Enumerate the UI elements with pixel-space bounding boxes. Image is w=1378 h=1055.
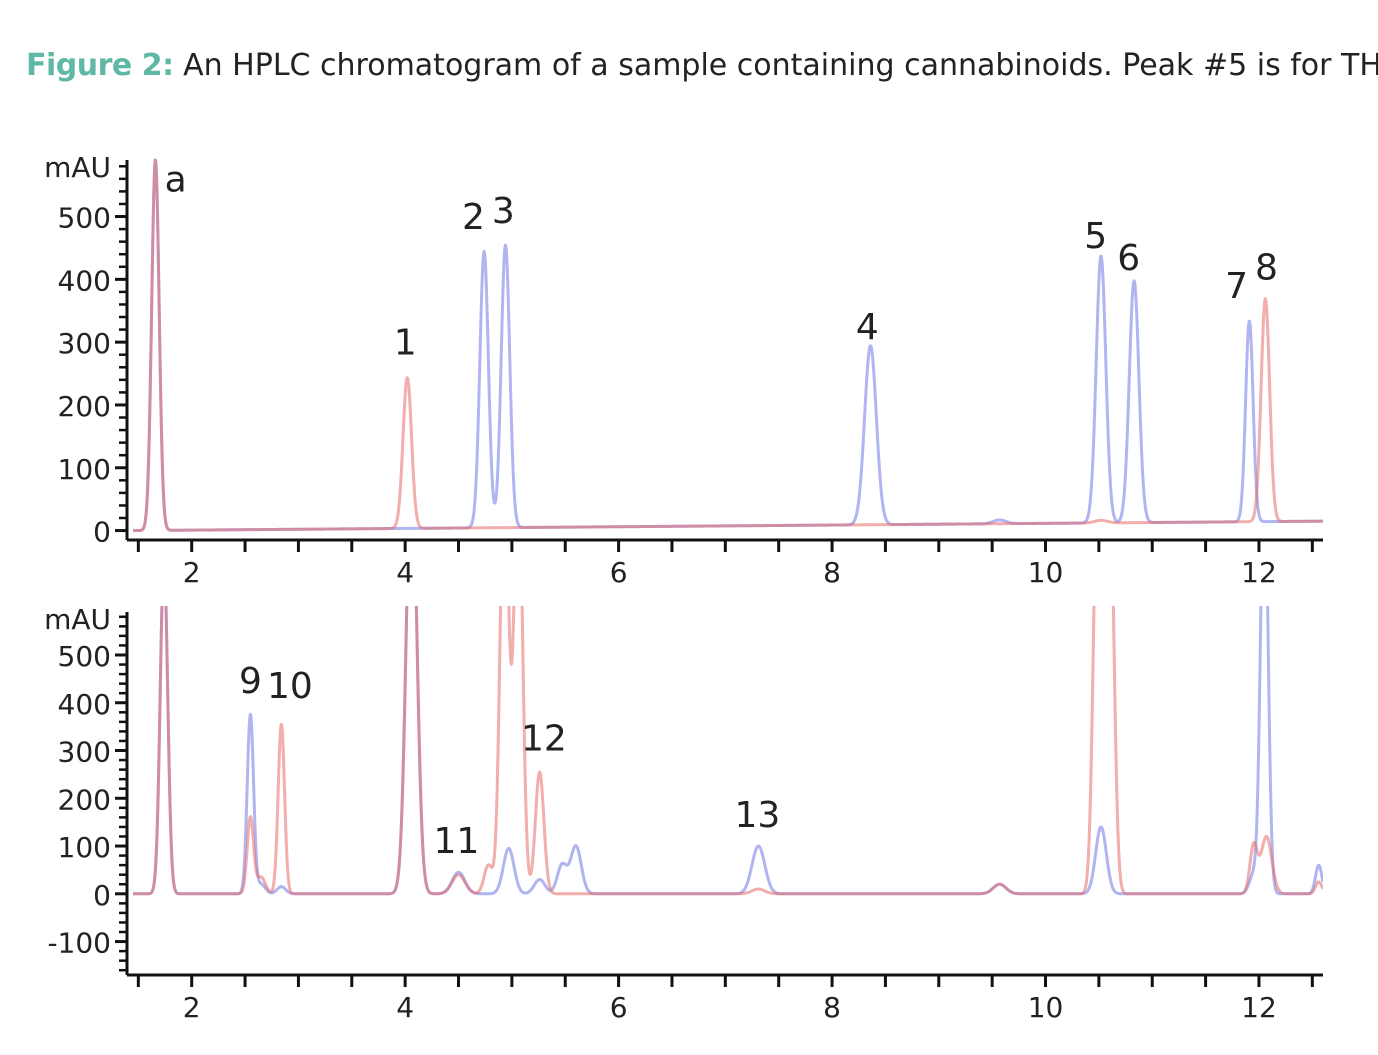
y-tick-label: 100 (58, 831, 111, 864)
peak-label-5: 5 (1084, 216, 1107, 257)
trace-blue (133, 606, 1323, 896)
figure-label: Figure 2: (26, 48, 174, 83)
y-tick-label: 300 (58, 736, 111, 769)
x-tick-label: 2 (183, 556, 201, 589)
peak-label-12: 12 (521, 719, 567, 760)
y-axis-label: mAU (44, 151, 111, 184)
x-tick-label: 12 (1241, 991, 1277, 1024)
peak-label-13: 13 (734, 795, 780, 836)
y-tick-label: -100 (47, 927, 111, 960)
trace-blue (133, 158, 1323, 533)
x-tick-label: 10 (1028, 556, 1064, 589)
peak-label-4: 4 (856, 307, 879, 348)
y-tick-label: 400 (58, 264, 111, 297)
peak-label-6: 6 (1117, 238, 1140, 279)
peak-label-a: a (165, 159, 187, 200)
y-tick-label: 0 (93, 879, 111, 912)
x-tick-label: 6 (610, 991, 628, 1024)
y-tick-label: 200 (58, 390, 111, 423)
x-tick-label: 2 (183, 991, 201, 1024)
peak-label-9: 9 (239, 661, 262, 702)
y-tick-label: 500 (58, 202, 111, 235)
x-tick-label: 4 (396, 991, 414, 1024)
y-tick-label: 100 (58, 453, 111, 486)
y-tick-label: 200 (58, 783, 111, 816)
peak-label-3: 3 (492, 191, 515, 232)
peak-label-2: 2 (462, 197, 485, 238)
y-tick-label: 400 (58, 688, 111, 721)
trace-red (133, 606, 1323, 896)
peak-label-11: 11 (433, 821, 479, 862)
y-tick-label: 300 (58, 327, 111, 360)
peak-label-8: 8 (1255, 247, 1278, 288)
peak-label-10: 10 (267, 666, 313, 707)
y-axis-label: mAU (44, 603, 111, 636)
figure-caption-text: An HPLC chromatogram of a sample contain… (173, 48, 1378, 83)
trace-red (133, 158, 1323, 533)
x-tick-label: 8 (823, 556, 841, 589)
x-tick-label: 6 (610, 556, 628, 589)
y-tick-label: 0 (93, 516, 111, 549)
x-tick-label: 8 (823, 991, 841, 1024)
x-tick-label: 10 (1028, 991, 1064, 1024)
peak-label-1: 1 (394, 323, 417, 364)
x-tick-label: 4 (396, 556, 414, 589)
y-tick-label: 500 (58, 640, 111, 673)
figure-caption: Figure 2: An HPLC chromatogram of a samp… (26, 48, 1378, 83)
peak-label-7: 7 (1225, 266, 1248, 307)
x-tick-label: 12 (1241, 556, 1277, 589)
